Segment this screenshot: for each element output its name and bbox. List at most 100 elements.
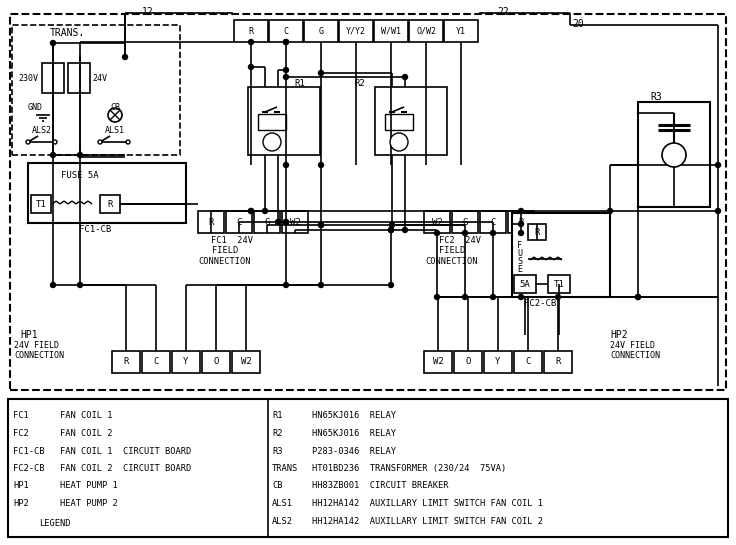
Bar xyxy=(484,351,512,373)
Text: G: G xyxy=(319,27,324,35)
Text: Y1: Y1 xyxy=(456,27,466,35)
Text: P283-0346  RELAY: P283-0346 RELAY xyxy=(312,446,396,456)
Text: FIELD: FIELD xyxy=(439,245,465,255)
Bar xyxy=(548,275,570,293)
Text: R: R xyxy=(124,358,129,366)
Circle shape xyxy=(635,294,640,300)
Bar xyxy=(234,20,268,42)
Text: HH83ZB001  CIRCUIT BREAKER: HH83ZB001 CIRCUIT BREAKER xyxy=(312,481,448,490)
Bar xyxy=(100,195,120,213)
Text: R2: R2 xyxy=(272,429,283,438)
Circle shape xyxy=(283,162,289,167)
Text: W/W1: W/W1 xyxy=(381,27,401,35)
Text: HH12HA142  AUXILLARY LIMIT SWITCH FAN COIL 1: HH12HA142 AUXILLARY LIMIT SWITCH FAN COI… xyxy=(312,499,543,508)
Bar xyxy=(8,399,728,537)
Bar xyxy=(409,20,443,42)
Circle shape xyxy=(122,54,127,59)
Text: FC2  24V: FC2 24V xyxy=(439,235,481,245)
Text: FC2-CB: FC2-CB xyxy=(524,299,556,307)
Circle shape xyxy=(518,209,523,214)
Bar xyxy=(508,211,534,233)
Circle shape xyxy=(51,153,55,158)
Bar xyxy=(374,20,408,42)
Text: FC2-CB: FC2-CB xyxy=(13,464,44,473)
Text: FC1-CB: FC1-CB xyxy=(79,225,111,233)
Bar xyxy=(514,275,536,293)
Circle shape xyxy=(462,294,467,300)
Text: FC1-CB: FC1-CB xyxy=(13,446,44,456)
Text: R3: R3 xyxy=(272,446,283,456)
Text: O: O xyxy=(465,358,471,366)
Bar xyxy=(112,351,140,373)
Bar xyxy=(452,211,478,233)
Text: CONNECTION: CONNECTION xyxy=(425,257,478,265)
Text: FAN COIL 1  CIRCUIT BOARD: FAN COIL 1 CIRCUIT BOARD xyxy=(60,446,191,456)
Bar xyxy=(638,102,710,207)
Bar xyxy=(269,20,303,42)
Text: R1: R1 xyxy=(294,78,305,88)
Bar xyxy=(282,211,308,233)
Bar xyxy=(304,20,338,42)
Bar xyxy=(339,20,373,42)
Text: 24V FIELD: 24V FIELD xyxy=(14,341,59,349)
Text: F: F xyxy=(517,240,523,250)
Text: FAN COIL 2  CIRCUIT BOARD: FAN COIL 2 CIRCUIT BOARD xyxy=(60,464,191,473)
Text: 12: 12 xyxy=(142,7,154,17)
Bar xyxy=(248,87,320,155)
Text: U: U xyxy=(517,249,523,257)
Bar xyxy=(385,114,413,130)
Text: FC1: FC1 xyxy=(13,411,29,421)
Circle shape xyxy=(715,209,721,214)
Circle shape xyxy=(249,39,253,45)
Bar xyxy=(454,351,482,373)
Text: FUSE 5A: FUSE 5A xyxy=(61,171,99,179)
Circle shape xyxy=(319,70,324,76)
Circle shape xyxy=(490,294,495,300)
Text: C: C xyxy=(283,27,289,35)
Circle shape xyxy=(490,231,495,235)
Text: R: R xyxy=(107,199,113,209)
Text: 24V: 24V xyxy=(93,74,107,82)
Bar xyxy=(528,224,546,240)
Text: G: G xyxy=(462,217,467,227)
Text: ALS1: ALS1 xyxy=(272,499,293,508)
Text: R: R xyxy=(534,227,539,237)
Text: CONNECTION: CONNECTION xyxy=(14,352,64,360)
Text: HN65KJ016  RELAY: HN65KJ016 RELAY xyxy=(312,411,396,421)
Bar xyxy=(42,63,64,93)
Bar xyxy=(514,351,542,373)
Text: Y/Y2: Y/Y2 xyxy=(346,27,366,35)
Circle shape xyxy=(462,231,467,235)
Circle shape xyxy=(389,282,394,288)
Text: HT01BD236  TRANSFORMER (230/24  75VA): HT01BD236 TRANSFORMER (230/24 75VA) xyxy=(312,464,506,473)
Circle shape xyxy=(434,231,439,235)
Circle shape xyxy=(283,220,289,225)
Bar xyxy=(172,351,200,373)
Circle shape xyxy=(249,64,253,70)
Bar xyxy=(424,351,452,373)
Text: T1: T1 xyxy=(35,199,46,209)
Text: HH12HA142  AUXILLARY LIMIT SWITCH FAN COIL 2: HH12HA142 AUXILLARY LIMIT SWITCH FAN COI… xyxy=(312,517,543,525)
Circle shape xyxy=(635,294,640,300)
Circle shape xyxy=(403,227,408,233)
Bar xyxy=(424,211,450,233)
Text: CB: CB xyxy=(110,102,120,112)
Bar xyxy=(12,25,180,155)
Text: 230V: 230V xyxy=(18,74,38,82)
Text: CB: CB xyxy=(272,481,283,490)
Text: R2: R2 xyxy=(355,78,365,88)
Circle shape xyxy=(77,153,82,158)
Text: ALS1: ALS1 xyxy=(105,125,125,135)
Bar xyxy=(444,20,478,42)
Bar xyxy=(480,211,506,233)
Circle shape xyxy=(275,220,280,225)
Text: 22: 22 xyxy=(497,7,509,17)
Text: O: O xyxy=(213,358,219,366)
Text: CONNECTION: CONNECTION xyxy=(610,352,660,360)
Text: C: C xyxy=(153,358,159,366)
Text: CONNECTION: CONNECTION xyxy=(199,257,251,265)
Bar xyxy=(142,351,170,373)
Text: R: R xyxy=(556,358,561,366)
Text: W2: W2 xyxy=(431,217,442,227)
Circle shape xyxy=(518,221,523,227)
